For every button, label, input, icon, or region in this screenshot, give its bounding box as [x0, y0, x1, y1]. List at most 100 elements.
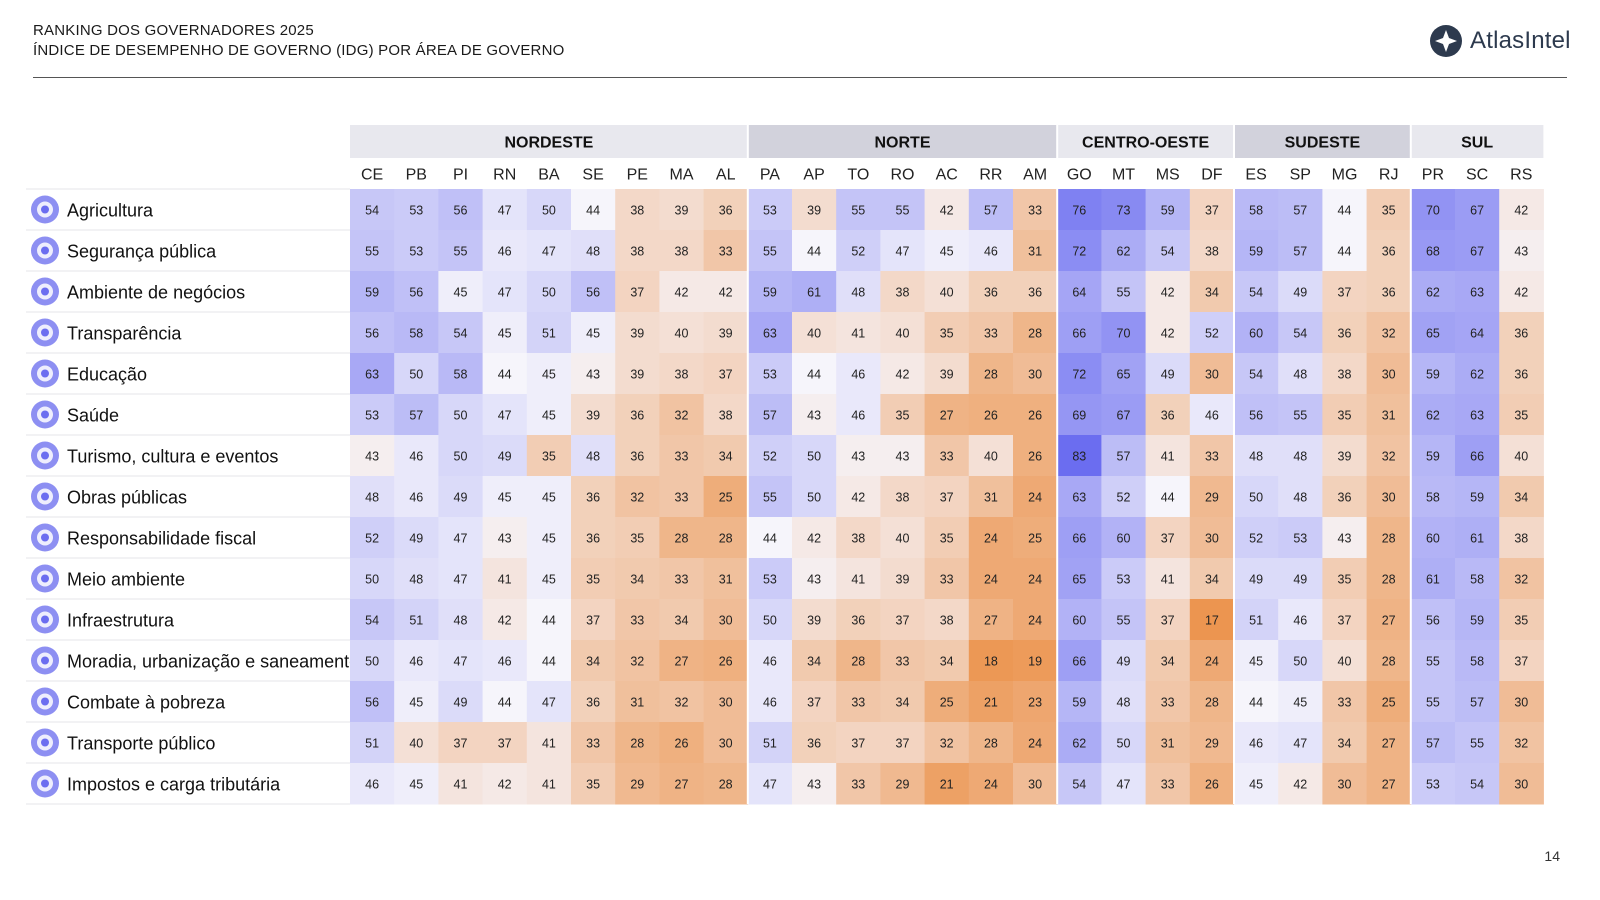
cell-value: 59: [1161, 204, 1175, 218]
heatmap-cell: [482, 271, 528, 313]
heatmap-cell: [350, 353, 395, 395]
heatmap-cell: [438, 558, 484, 600]
cell-value: 42: [896, 368, 910, 382]
column-label: RJ: [1379, 167, 1399, 184]
heatmap-cell: [1366, 722, 1412, 764]
cell-value: 47: [498, 409, 512, 423]
heatmap-cell: [482, 517, 528, 559]
cell-value: 33: [1338, 696, 1352, 710]
cell-value: 50: [1117, 737, 1131, 751]
cell-value: 35: [1514, 409, 1528, 423]
region-header-bg: [1057, 125, 1234, 158]
cell-value: 58: [1470, 573, 1484, 587]
cell-value: 34: [807, 655, 821, 669]
column-label: MS: [1156, 167, 1180, 184]
heatmap-cell: [1410, 394, 1456, 436]
heatmap-cell: [880, 640, 926, 682]
heatmap-cell: [1057, 394, 1102, 436]
cell-value: 45: [498, 491, 512, 505]
heatmap-cell: [350, 517, 395, 559]
cell-value: 54: [1072, 778, 1086, 792]
heatmap-cell: [1455, 353, 1500, 395]
cell-value: 35: [1338, 573, 1352, 587]
cell-value: 33: [851, 696, 865, 710]
cell-value: 48: [1293, 491, 1307, 505]
cell-value: 56: [586, 286, 600, 300]
heatmap-cell: [703, 517, 749, 559]
cell-value: 47: [763, 778, 777, 792]
heatmap-cell: [836, 599, 881, 641]
heatmap-cell: [1057, 435, 1102, 477]
cell-value: 53: [1117, 573, 1131, 587]
heatmap-cell: [1410, 476, 1456, 518]
heatmap-cell: [1455, 435, 1500, 477]
heatmap-cell: [438, 271, 484, 313]
cell-value: 49: [454, 696, 468, 710]
cell-value: 36: [1338, 491, 1352, 505]
column-header-bg: [1455, 158, 1500, 189]
heatmap-cell: [1234, 230, 1279, 272]
heatmap-cell: [747, 681, 793, 723]
cell-value: 36: [1382, 286, 1396, 300]
heatmap-cell: [1366, 558, 1412, 600]
heatmap-cell: [747, 394, 793, 436]
heatmap-cell: [394, 230, 439, 272]
heatmap-cell: [1057, 599, 1102, 641]
cell-value: 61: [807, 286, 821, 300]
heatmap-cell: [968, 558, 1014, 600]
heatmap-cell: [1499, 681, 1544, 723]
heatmap-cell: [836, 476, 881, 518]
heatmap-cell: [1145, 189, 1191, 231]
heatmap-cell: [792, 640, 837, 682]
column-header-bg: [1366, 158, 1411, 189]
heatmap-cell: [659, 681, 705, 723]
cell-value: 26: [1028, 450, 1042, 464]
cell-value: 55: [1117, 286, 1131, 300]
heatmap-cell: [747, 517, 793, 559]
cell-value: 50: [454, 409, 468, 423]
heatmap-cell: [968, 640, 1014, 682]
cell-value: 42: [1161, 286, 1175, 300]
cell-value: 47: [896, 245, 910, 259]
heatmap-cell: [1234, 558, 1279, 600]
cell-value: 32: [675, 696, 689, 710]
cell-value: 46: [763, 696, 777, 710]
cell-value: 34: [586, 655, 600, 669]
cell-value: 35: [1382, 204, 1396, 218]
heatmap-cell: [1189, 722, 1235, 764]
heatmap-cell: [1101, 189, 1147, 231]
cell-value: 43: [807, 573, 821, 587]
heatmap-cell: [1366, 394, 1412, 436]
cell-value: 52: [1205, 327, 1219, 341]
agriculture-icon-core: [41, 205, 49, 214]
heatmap-cell: [792, 353, 837, 395]
cell-value: 46: [1249, 737, 1263, 751]
cell-value: 45: [542, 409, 556, 423]
heatmap-cell: [1278, 558, 1323, 600]
heatmap-cell: [703, 435, 749, 477]
cell-value: 39: [1338, 450, 1352, 464]
heatmap-cell: [924, 681, 970, 723]
heatmap-cell: [659, 312, 705, 354]
column-header-bg: [615, 158, 660, 189]
heatmap-cell: [836, 353, 881, 395]
heatmap-cell: [703, 599, 749, 641]
cell-value: 56: [1426, 614, 1440, 628]
heatmap-cell: [526, 394, 572, 436]
heatmap-cell: [836, 394, 881, 436]
cell-value: 38: [719, 409, 733, 423]
cell-value: 50: [807, 491, 821, 505]
heatmap-cell: [571, 312, 616, 354]
heatmap-cell: [659, 230, 705, 272]
column-label: PR: [1422, 167, 1444, 184]
cell-value: 50: [1293, 655, 1307, 669]
cell-value: 59: [763, 286, 777, 300]
cell-value: 72: [1072, 245, 1086, 259]
heatmap-cell: [615, 312, 660, 354]
heatmap-cell: [1189, 394, 1235, 436]
heatmap-cell: [1057, 681, 1102, 723]
heatmap-cell: [659, 189, 705, 231]
heatmap-cell: [659, 640, 705, 682]
cell-value: 34: [630, 573, 644, 587]
column-label: PA: [760, 167, 780, 184]
